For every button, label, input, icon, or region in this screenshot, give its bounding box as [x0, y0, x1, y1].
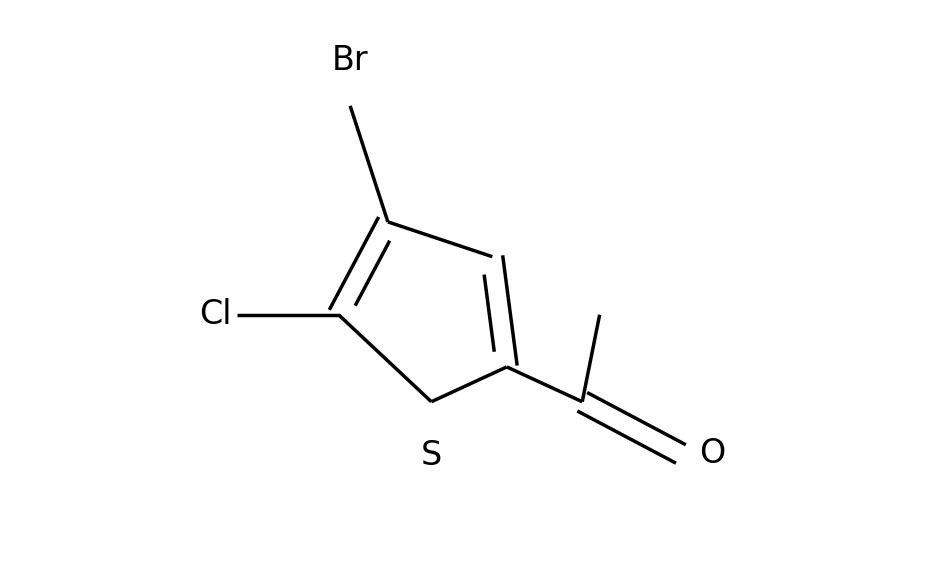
Text: Br: Br — [332, 44, 368, 77]
Text: S: S — [421, 440, 442, 472]
Text: O: O — [700, 437, 726, 470]
Text: Cl: Cl — [198, 298, 231, 331]
